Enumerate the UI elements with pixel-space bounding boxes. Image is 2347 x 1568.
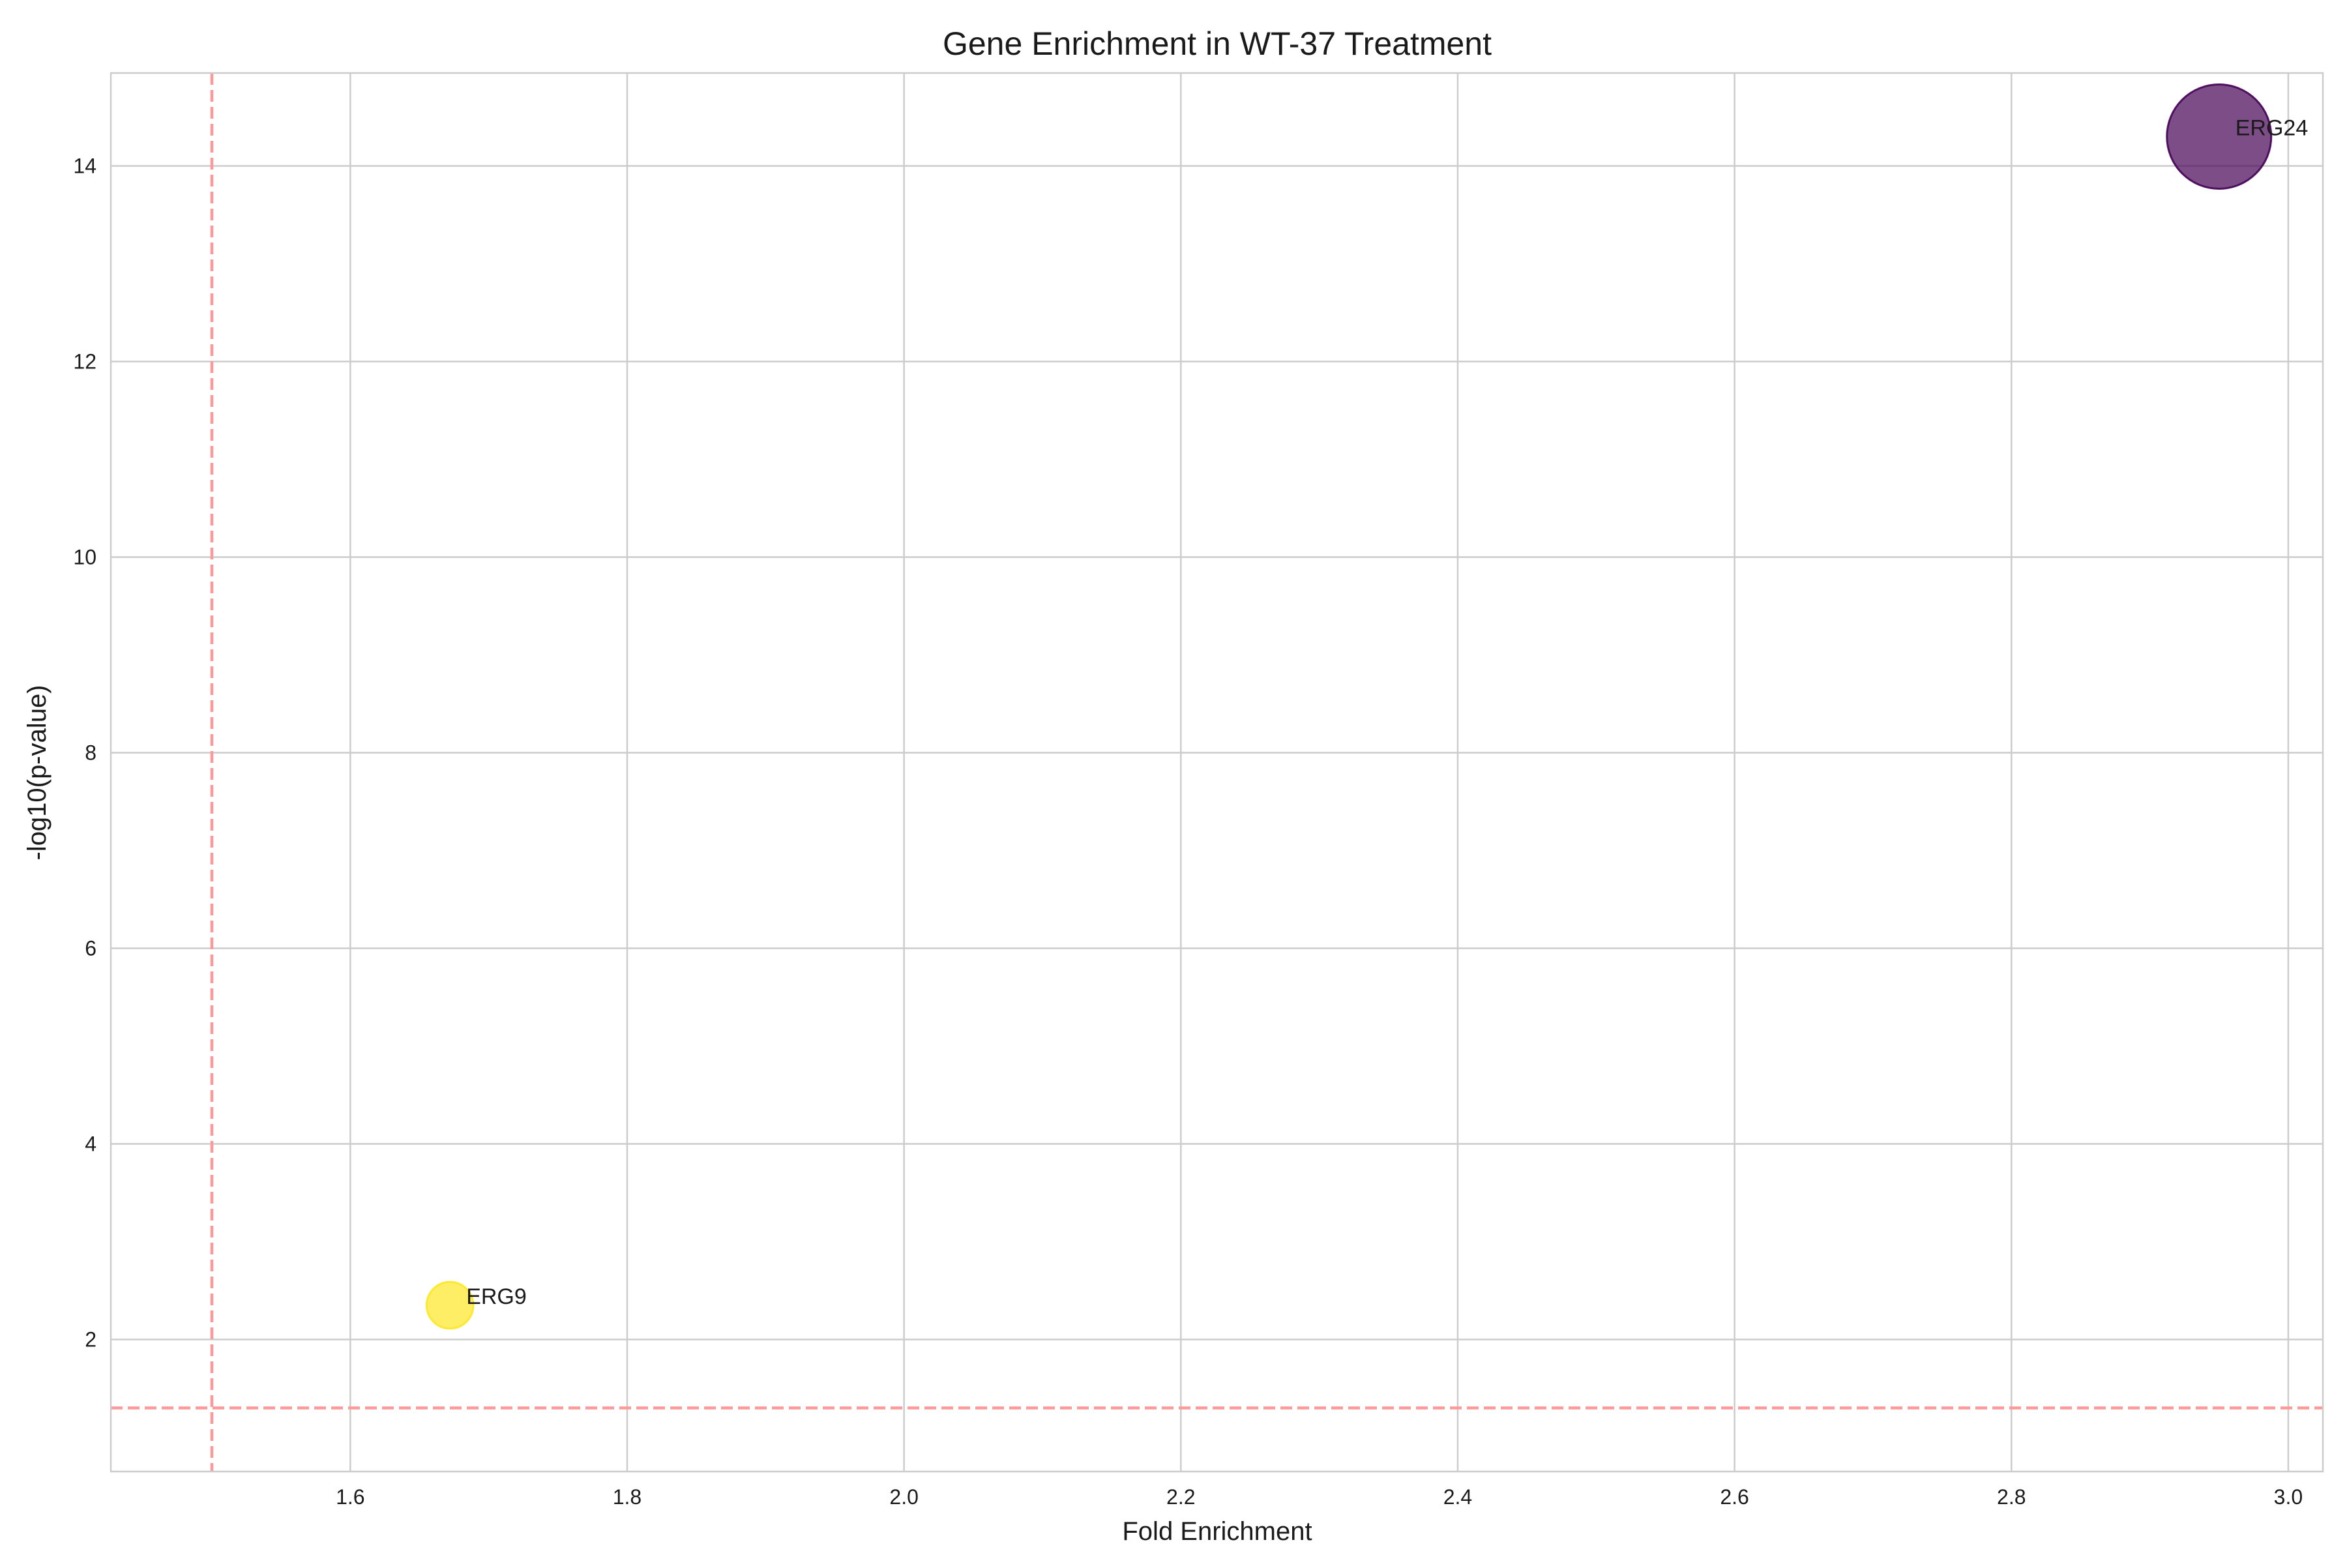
point-label-erg24: ERG24 [2236, 116, 2309, 141]
data-points [425, 83, 2273, 1330]
y-tick-label: 10 [73, 546, 96, 569]
y-tick-label: 14 [73, 155, 96, 178]
y-tick-label: 12 [73, 350, 96, 374]
chart-title: Gene Enrichment in WT-37 Treatment [943, 25, 1492, 62]
x-tick-label: 1.8 [613, 1485, 642, 1509]
threshold-lines [111, 73, 2323, 1472]
y-axis-label: -log10(p-value) [23, 685, 52, 860]
grid-lines [111, 73, 2323, 1472]
x-tick-label: 3.0 [2274, 1485, 2303, 1509]
x-tick-label: 2.6 [1720, 1485, 1749, 1509]
x-tick-label: 2.2 [1166, 1485, 1195, 1509]
y-tick-label: 4 [85, 1132, 96, 1156]
y-tick-label: 8 [85, 741, 96, 765]
plot-frame [110, 72, 2324, 1473]
y-tick-labels: 2 4 6 8 10 12 14 [73, 155, 96, 1352]
point-label-erg9: ERG9 [466, 1284, 527, 1309]
x-tick-label: 2.8 [1997, 1485, 2026, 1509]
data-point-erg24 [2166, 83, 2273, 190]
y-tick-label: 2 [85, 1328, 96, 1352]
y-tick-label: 6 [85, 937, 96, 960]
data-point-erg9 [425, 1280, 475, 1330]
x-tick-labels: 1.6 1.8 2.0 2.2 2.4 2.6 2.8 3.0 [336, 1485, 2303, 1509]
x-axis-label: Fold Enrichment [1122, 1517, 1312, 1546]
x-tick-label: 2.0 [889, 1485, 918, 1509]
point-labels: ERG9 ERG24 [466, 116, 2308, 1310]
x-tick-label: 1.6 [336, 1485, 364, 1509]
x-tick-label: 2.4 [1443, 1485, 1472, 1509]
